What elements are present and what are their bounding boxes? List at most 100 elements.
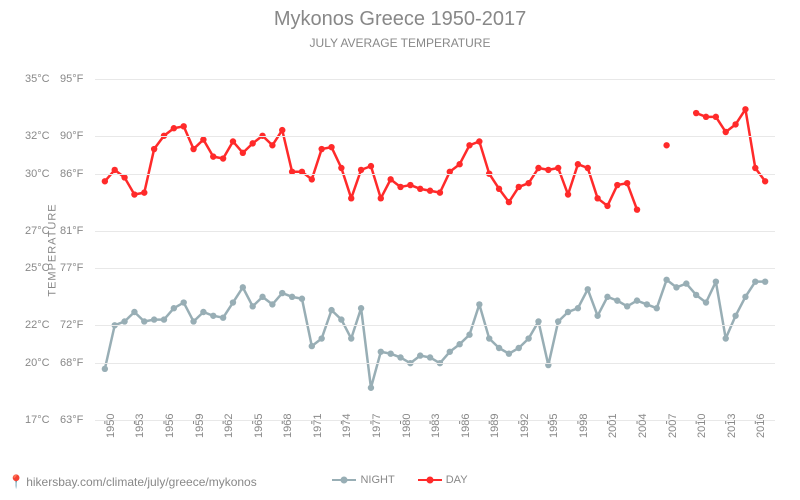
x-tick: 1977 [371,414,376,438]
x-tick: 1989 [489,414,494,438]
series-marker-night [240,284,246,290]
x-tick: 1992 [519,414,524,438]
y-tick-celsius: 20°C [25,357,50,369]
y-tick-fahrenheit: 90°F [60,130,83,142]
series-marker-night [683,280,689,286]
series-marker-night [397,354,403,360]
legend-label-night: NIGHT [360,474,394,486]
y-tick-fahrenheit: 68°F [60,357,83,369]
series-marker-night [624,303,630,309]
series-marker-day [604,203,610,209]
series-marker-day [318,146,324,152]
series-marker-night [378,349,384,355]
pin-icon: 📍 [8,474,24,490]
series-marker-night [466,332,472,338]
series-marker-day [525,180,531,186]
series-marker-night [604,294,610,300]
series-marker-night [565,309,571,315]
y-tick-fahrenheit: 72°F [60,319,83,331]
series-marker-day [427,188,433,194]
series-marker-day [565,191,571,197]
series-marker-day [555,165,561,171]
series-marker-night [486,335,492,341]
series-marker-night [141,318,147,324]
series-marker-day [407,182,413,188]
y-tick-celsius: 22°C [25,319,50,331]
series-marker-night [585,286,591,292]
y-tick-fahrenheit: 81°F [60,225,83,237]
series-marker-day [230,138,236,144]
footer: 📍 hikersbay.com/climate/july/greece/myko… [8,474,257,490]
series-marker-day [200,136,206,142]
series-marker-day [752,165,758,171]
chart-container: Mykonos Greece 1950-2017 JULY AVERAGE TE… [0,0,800,500]
x-tick: 1998 [578,414,583,438]
series-marker-day [545,167,551,173]
series-marker-day [614,182,620,188]
x-tick: 2001 [607,414,612,438]
series-marker-day [269,142,275,148]
series-marker-night [713,278,719,284]
series-marker-day [417,186,423,192]
series-marker-day [368,163,374,169]
series-marker-day [151,146,157,152]
series-marker-night [348,335,354,341]
series-marker-day [742,106,748,112]
x-tick: 1950 [105,414,110,438]
series-marker-night [476,301,482,307]
series-marker-night [279,290,285,296]
series-marker-night [723,335,729,341]
series-marker-day [171,125,177,131]
series-marker-day [535,165,541,171]
legend-item-day: DAY [418,474,468,486]
gridline [95,363,775,364]
series-marker-day [358,167,364,173]
series-marker-day [437,189,443,195]
x-tick: 1968 [282,414,287,438]
gridline [95,136,775,137]
series-marker-day [338,165,344,171]
y-tick-celsius: 27°C [25,225,50,237]
series-marker-night [427,354,433,360]
chart-lines [95,60,775,420]
y-axis-label: TEMPERATURE [47,203,59,296]
x-tick: 2004 [637,414,642,438]
y-tick-fahrenheit: 77°F [60,262,83,274]
series-marker-night [328,307,334,313]
series-marker-night [309,343,315,349]
series-marker-day [180,123,186,129]
series-marker-day [397,184,403,190]
series-marker-day [378,195,384,201]
series-marker-night [230,299,236,305]
x-tick: 1995 [548,414,553,438]
chart-title: Mykonos Greece 1950-2017 [0,8,800,31]
x-tick: 1965 [253,414,258,438]
y-tick-fahrenheit: 86°F [60,168,83,180]
series-marker-day [732,121,738,127]
series-marker-night [663,277,669,283]
series-marker-night [555,318,561,324]
series-marker-night [575,305,581,311]
series-marker-night [762,278,768,284]
series-marker-night [131,309,137,315]
series-marker-day [131,191,137,197]
series-marker-day [703,114,709,120]
series-line-night [105,280,765,388]
series-marker-day [723,129,729,135]
x-tick: 2010 [696,414,701,438]
y-tick-fahrenheit: 63°F [60,414,83,426]
series-marker-day [456,161,462,167]
y-tick-celsius: 25°C [25,262,50,274]
series-marker-night [456,341,462,347]
chart-subtitle: JULY AVERAGE TEMPERATURE [0,36,800,50]
y-tick-celsius: 17°C [25,414,50,426]
series-marker-night [249,303,255,309]
x-tick: 1953 [134,414,139,438]
gridline [95,268,775,269]
series-marker-day [624,180,630,186]
y-tick-celsius: 30°C [25,168,50,180]
legend-marker-day [418,475,442,485]
series-marker-night [299,296,305,302]
series-marker-night [594,313,600,319]
series-marker-day [466,142,472,148]
